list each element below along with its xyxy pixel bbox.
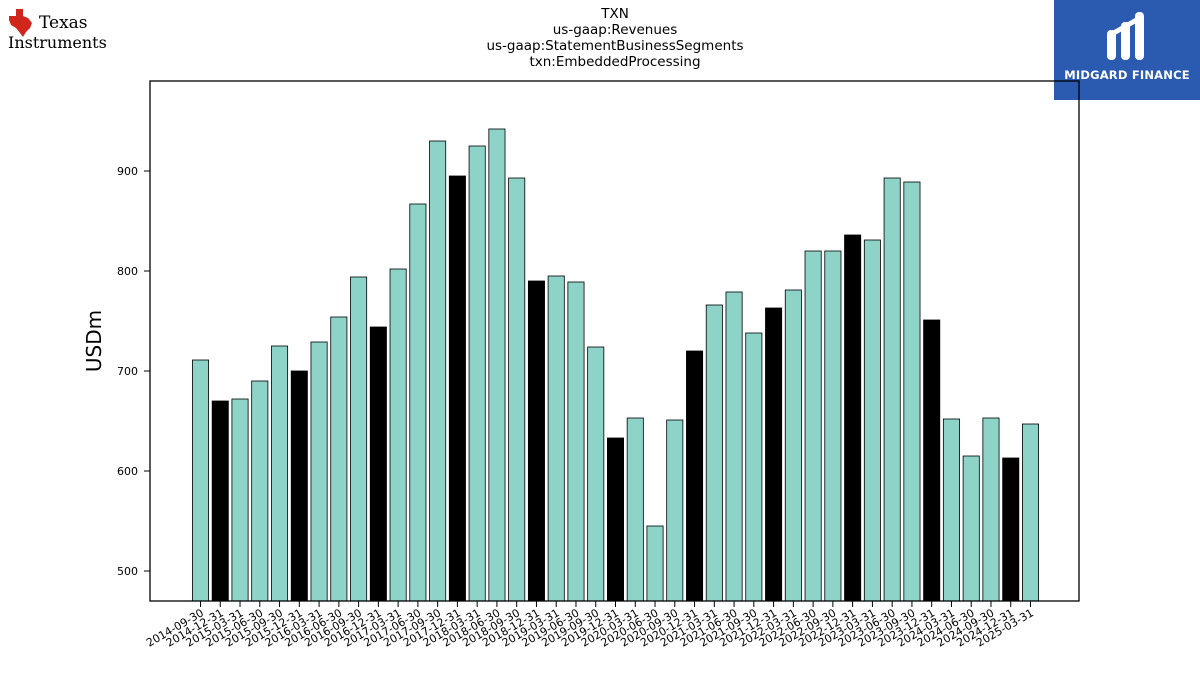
bar: [567, 281, 585, 602]
bar: [290, 370, 308, 602]
y-tick-label: 600: [117, 465, 138, 478]
midgard-finance-logo: MIDGARD FINANCE: [1054, 0, 1200, 100]
bar: [765, 307, 783, 602]
bar: [982, 417, 1000, 602]
bar: [844, 234, 862, 602]
y-tick-label: 700: [117, 365, 138, 378]
bar: [883, 177, 901, 602]
bar: [804, 250, 822, 602]
bar: [863, 239, 881, 602]
bar: [725, 291, 743, 602]
bar: [448, 175, 466, 602]
chart-title-line: us-gaap:Revenues: [552, 22, 678, 38]
bar: [1002, 457, 1020, 602]
bar: [211, 400, 229, 602]
bar: [705, 304, 723, 602]
bar: [527, 280, 545, 602]
bar: [330, 316, 348, 602]
y-tick-label: 800: [117, 265, 138, 278]
bar: [784, 289, 802, 602]
y-tick-label: 500: [117, 565, 138, 578]
bar: [389, 268, 407, 602]
bar: [271, 345, 289, 602]
bar: [350, 276, 368, 602]
bar: [923, 319, 941, 602]
bar: [745, 332, 763, 602]
bar: [468, 145, 486, 602]
bar: [547, 275, 565, 602]
midgard-logo-text: MIDGARD FINANCE: [1064, 68, 1190, 82]
bar: [903, 181, 921, 602]
bar: [1022, 423, 1040, 602]
bar: [369, 326, 387, 602]
bar: [191, 359, 209, 602]
plot-frame: [149, 80, 1080, 602]
bar: [587, 346, 605, 602]
y-axis-label: USDm: [82, 310, 106, 372]
bar: [251, 380, 269, 602]
bar: [824, 250, 842, 602]
midgard-mark-icon: [1107, 12, 1144, 60]
ti-logo-line2: Instruments: [8, 33, 107, 52]
y-tick-label: 900: [117, 165, 138, 178]
bar: [942, 418, 960, 602]
bar: [231, 398, 249, 602]
chart-title-line: TXN: [601, 6, 629, 22]
texas-state-icon: [9, 9, 32, 37]
bar: [409, 203, 427, 602]
bar: [686, 350, 704, 602]
chart-title: TXN us-gaap:Revenues us-gaap:StatementBusi…: [415, 6, 815, 70]
chart-title-line: txn:EmbeddedProcessing: [529, 54, 701, 70]
bar: [626, 417, 644, 602]
bar: [607, 437, 625, 602]
ti-logo-line1: Texas: [39, 13, 88, 33]
bar: [646, 525, 664, 602]
chart-title-line: us-gaap:StatementBusinessSegments: [486, 38, 744, 54]
bar: [488, 128, 506, 602]
bar: [508, 177, 526, 602]
texas-instruments-logo: Texas Instruments: [8, 9, 107, 52]
bar: [310, 341, 328, 602]
bar: [429, 140, 447, 602]
bar: [666, 419, 684, 602]
bar: [962, 455, 980, 602]
